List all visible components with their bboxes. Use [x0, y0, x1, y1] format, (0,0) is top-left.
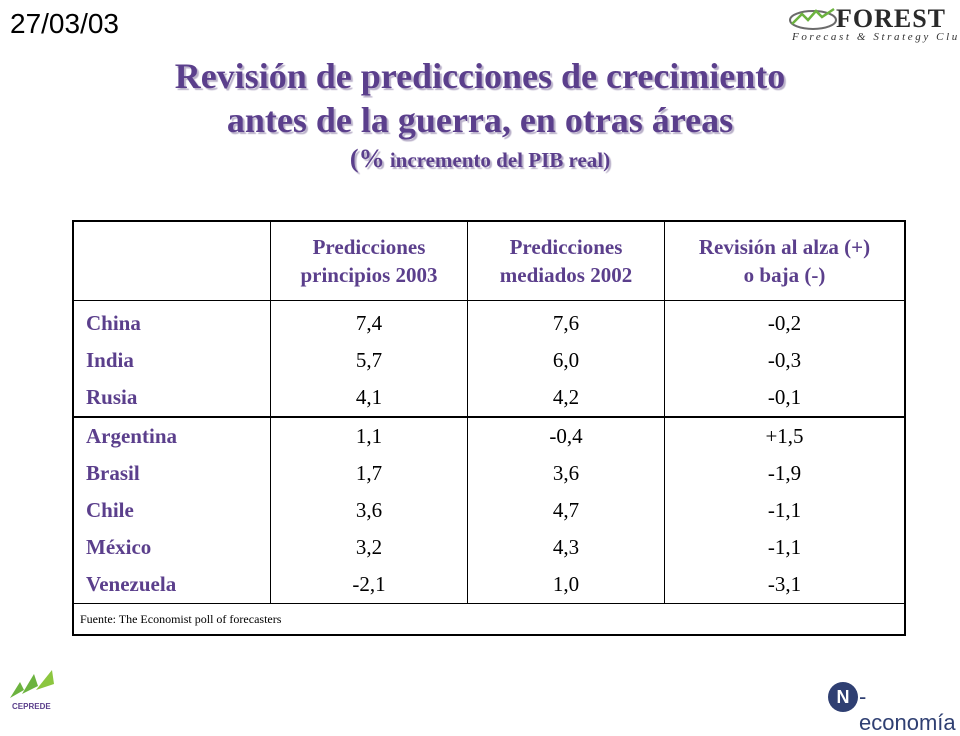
- early-2003-cell: 4,1: [270, 379, 468, 417]
- revision-cell: -0,2: [664, 300, 905, 342]
- early-2003-cell: 1,7: [270, 455, 468, 492]
- early-2003-cell: 1,1: [270, 416, 468, 455]
- n-economia-text: -economía: [859, 684, 956, 735]
- table-row: China 7,4 7,6 -0,2: [73, 300, 905, 342]
- forest-logo: FOREST Forecast & Strategy Club: [788, 4, 960, 48]
- n-economia-mark: N: [828, 682, 858, 712]
- header-early-2003: Predicciones principios 2003: [270, 220, 468, 301]
- header-early-2003-line1: Predicciones: [312, 235, 426, 259]
- mid-2002-cell: 3,6: [467, 455, 665, 492]
- revision-cell: -1,9: [664, 455, 905, 492]
- forecast-table: Predicciones principios 2003 Prediccione…: [72, 220, 906, 636]
- table-row: Venezuela -2,1 1,0 -3,1: [73, 566, 905, 604]
- revision-cell: -0,1: [664, 379, 905, 417]
- table-source: Fuente: The Economist poll of forecaster…: [73, 603, 905, 635]
- table-header-row: Predicciones principios 2003 Prediccione…: [72, 220, 906, 301]
- revision-cell: -1,1: [664, 529, 905, 566]
- ceprede-logo-text: CEPREDE: [12, 702, 51, 711]
- country-cell: Venezuela: [86, 572, 177, 596]
- mid-2002-cell: 4,2: [467, 379, 665, 417]
- country-cell: Brasil: [86, 461, 140, 485]
- mid-2002-cell: 4,7: [467, 492, 665, 529]
- revision-cell: +1,5: [664, 416, 905, 455]
- country-cell: India: [86, 348, 134, 372]
- header-revision-line1: Revisión al alza (+): [698, 235, 871, 259]
- forest-logo-word: FOREST: [836, 4, 947, 33]
- revision-cell: -1,1: [664, 492, 905, 529]
- header-early-2003-line2: principios 2003: [300, 263, 438, 287]
- country-cell: Rusia: [86, 385, 138, 409]
- table-row: Chile 3,6 4,7 -1,1: [73, 492, 905, 529]
- n-economia-logo: N -economía: [828, 680, 958, 735]
- early-2003-cell: 5,7: [270, 342, 468, 379]
- country-cell: México: [86, 535, 152, 559]
- early-2003-cell: 7,4: [270, 300, 468, 342]
- early-2003-cell: 3,2: [270, 529, 468, 566]
- slide-title: Revisión de predicciones de crecimiento …: [0, 54, 960, 177]
- slide-date: 27/03/03: [10, 8, 119, 39]
- revision-cell: -0,3: [664, 342, 905, 379]
- forest-swirl-icon: [789, 7, 837, 30]
- revision-cell: -3,1: [664, 566, 905, 604]
- table-row: México 3,2 4,3 -1,1: [73, 529, 905, 566]
- header-mid-2002-line1: Predicciones: [509, 235, 623, 259]
- mid-2002-cell: 7,6: [467, 300, 665, 342]
- table-source-row: Fuente: The Economist poll of forecaster…: [73, 603, 905, 635]
- forest-logo-subtitle: Forecast & Strategy Club: [792, 31, 960, 43]
- table-row: Brasil 1,7 3,6 -1,9: [73, 455, 905, 492]
- country-cell: Argentina: [73, 416, 271, 455]
- ceprede-leaf-icon: [10, 670, 54, 698]
- header-mid-2002-line2: mediados 2002: [499, 263, 633, 287]
- header-empty-cell: [72, 220, 271, 301]
- table-row: Argentina 1,1 -0,4 +1,5: [73, 416, 905, 455]
- header-revision: Revisión al alza (+) o baja (-): [664, 220, 906, 301]
- header-revision-line2: o baja (-): [743, 263, 826, 287]
- mid-2002-cell: -0,4: [467, 416, 665, 455]
- title-line-3: (% incremento del PIB real): [0, 142, 960, 177]
- country-cell: China: [86, 311, 141, 335]
- title-line-3-prefix: (%: [349, 144, 385, 173]
- title-line-3-rest: incremento del PIB real): [384, 148, 611, 172]
- table-row: Rusia 4,1 4,2 -0,1: [73, 379, 905, 417]
- mid-2002-cell: 6,0: [467, 342, 665, 379]
- early-2003-cell: 3,6: [270, 492, 468, 529]
- title-line-1: Revisión de predicciones de crecimiento: [174, 56, 786, 96]
- early-2003-cell: -2,1: [270, 566, 468, 604]
- title-line-2: antes de la guerra, en otras áreas: [226, 100, 734, 140]
- header-mid-2002: Predicciones mediados 2002: [467, 220, 665, 301]
- country-cell: Chile: [86, 498, 134, 522]
- mid-2002-cell: 1,0: [467, 566, 665, 604]
- table-row: India 5,7 6,0 -0,3: [73, 342, 905, 379]
- ceprede-logo: CEPREDE: [8, 668, 78, 716]
- mid-2002-cell: 4,3: [467, 529, 665, 566]
